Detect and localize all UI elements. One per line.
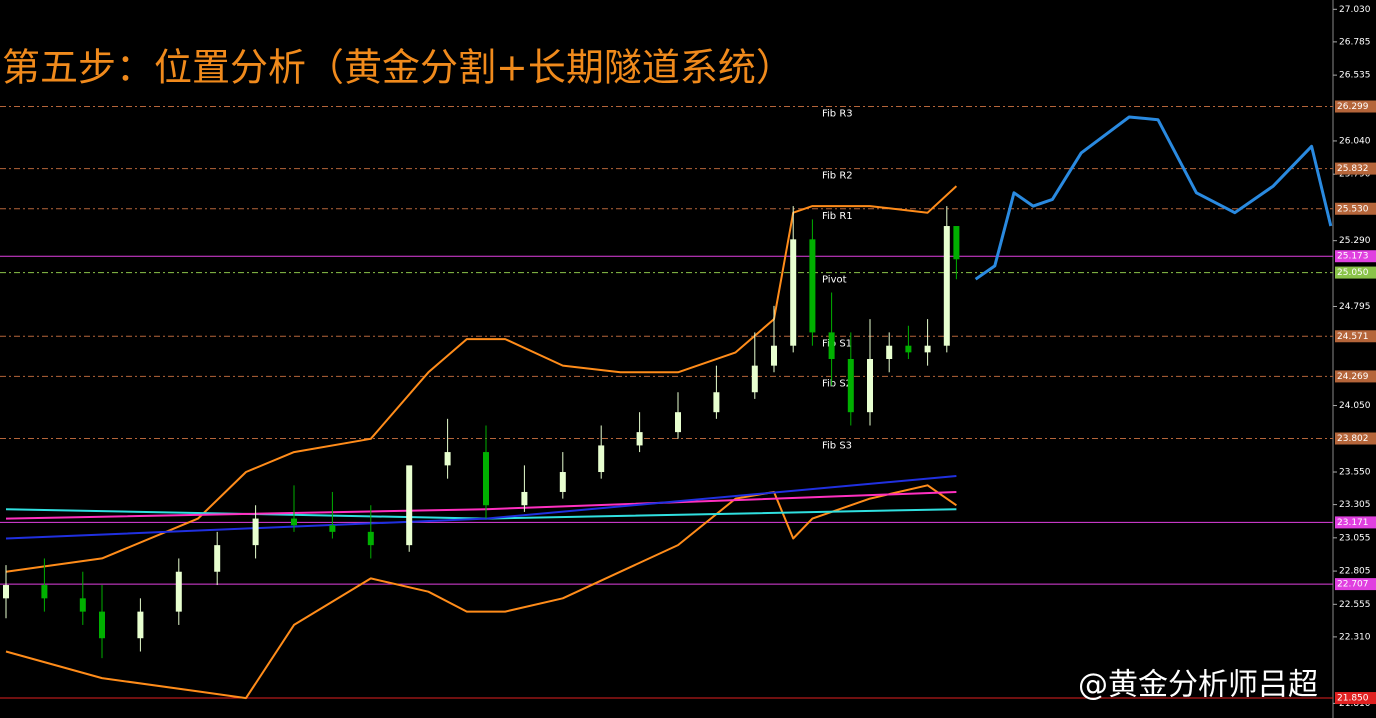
candle-body bbox=[713, 392, 720, 413]
level-box bbox=[1335, 202, 1376, 215]
candle-body bbox=[943, 226, 950, 346]
candle-body bbox=[636, 432, 643, 446]
y-tick-label: 27.030 bbox=[1339, 5, 1371, 15]
candle-body bbox=[41, 585, 48, 599]
level-label: 23.171 bbox=[1337, 518, 1369, 528]
level-box bbox=[1335, 330, 1376, 343]
candle-body bbox=[79, 598, 86, 612]
candle-body bbox=[367, 531, 374, 546]
watermark: @黄金分析师吕超 bbox=[1078, 668, 1318, 703]
candle-body bbox=[521, 491, 528, 506]
candle-body bbox=[790, 239, 797, 346]
candle-body bbox=[751, 365, 758, 393]
series-line bbox=[5, 475, 957, 540]
chart-title: 第五步：位置分析（黄金分割+长期隧道系统） bbox=[2, 46, 794, 90]
level-label: 25.050 bbox=[1337, 268, 1369, 278]
series-line bbox=[5, 185, 958, 573]
y-tick-label: 26.535 bbox=[1339, 71, 1371, 81]
series-line bbox=[5, 484, 957, 700]
candle-body bbox=[675, 412, 681, 433]
y-tick-label: 24.795 bbox=[1339, 302, 1371, 312]
candle-body bbox=[953, 226, 960, 260]
y-tick-label: 23.055 bbox=[1339, 533, 1371, 543]
y-tick-label: 22.310 bbox=[1339, 632, 1371, 642]
candle-body bbox=[847, 359, 854, 413]
candle-body bbox=[291, 518, 297, 526]
y-tick-label: 25.290 bbox=[1339, 236, 1371, 246]
candle-body bbox=[867, 359, 873, 413]
level-name: Pivot bbox=[822, 275, 847, 286]
y-tick-label: 26.785 bbox=[1339, 37, 1371, 47]
candle-body bbox=[809, 239, 816, 333]
level-label: 23.802 bbox=[1337, 434, 1369, 444]
level-box bbox=[1335, 100, 1376, 113]
candle-body bbox=[3, 585, 9, 599]
candle-body bbox=[99, 611, 105, 639]
series-line bbox=[974, 115, 1333, 281]
level-label: 26.299 bbox=[1337, 102, 1369, 112]
candle-body bbox=[828, 332, 835, 359]
level-label: 25.173 bbox=[1337, 252, 1369, 262]
candle-body bbox=[406, 465, 413, 546]
candle-body bbox=[483, 452, 489, 506]
y-tick-label: 23.305 bbox=[1339, 500, 1371, 510]
level-box bbox=[1335, 266, 1376, 279]
level-name: Fib R2 bbox=[822, 171, 853, 182]
candle-body bbox=[886, 345, 893, 359]
candle-body bbox=[771, 345, 777, 366]
y-tick-label: 23.550 bbox=[1339, 468, 1371, 478]
candle-body bbox=[598, 445, 605, 473]
level-label: 25.530 bbox=[1337, 204, 1369, 214]
level-box bbox=[1335, 516, 1376, 529]
level-box bbox=[1335, 432, 1376, 445]
level-name: Fib S2 bbox=[822, 378, 852, 389]
level-label: 22.707 bbox=[1337, 580, 1369, 590]
level-box bbox=[1335, 370, 1376, 383]
level-label: 24.269 bbox=[1337, 372, 1369, 382]
level-name: Fib R1 bbox=[822, 211, 853, 222]
candle-body bbox=[905, 345, 912, 353]
candle-body bbox=[175, 571, 182, 612]
y-tick-label: 22.805 bbox=[1339, 567, 1371, 577]
candle-body bbox=[559, 472, 566, 492]
candle-body bbox=[252, 518, 259, 546]
y-tick-label: 26.040 bbox=[1339, 136, 1371, 146]
candle-body bbox=[137, 611, 144, 639]
y-tick-label: 24.050 bbox=[1339, 401, 1371, 411]
level-label: 25.832 bbox=[1337, 164, 1369, 174]
level-name: Fib S3 bbox=[822, 441, 852, 452]
level-box bbox=[1335, 578, 1376, 591]
level-box bbox=[1335, 250, 1376, 263]
y-tick-label: 25.790 bbox=[1339, 170, 1371, 180]
candle-body bbox=[924, 345, 931, 353]
y-tick-label: 22.555 bbox=[1339, 600, 1371, 610]
candle-body bbox=[329, 525, 336, 532]
level-box bbox=[1335, 162, 1376, 175]
level-box bbox=[1335, 692, 1376, 705]
level-name: Fib S1 bbox=[822, 338, 852, 349]
candle-body bbox=[214, 545, 221, 572]
level-label: 21.850 bbox=[1337, 694, 1369, 704]
level-label: 24.571 bbox=[1337, 332, 1369, 342]
level-name: Fib R3 bbox=[822, 109, 853, 120]
candle-body bbox=[444, 452, 451, 466]
